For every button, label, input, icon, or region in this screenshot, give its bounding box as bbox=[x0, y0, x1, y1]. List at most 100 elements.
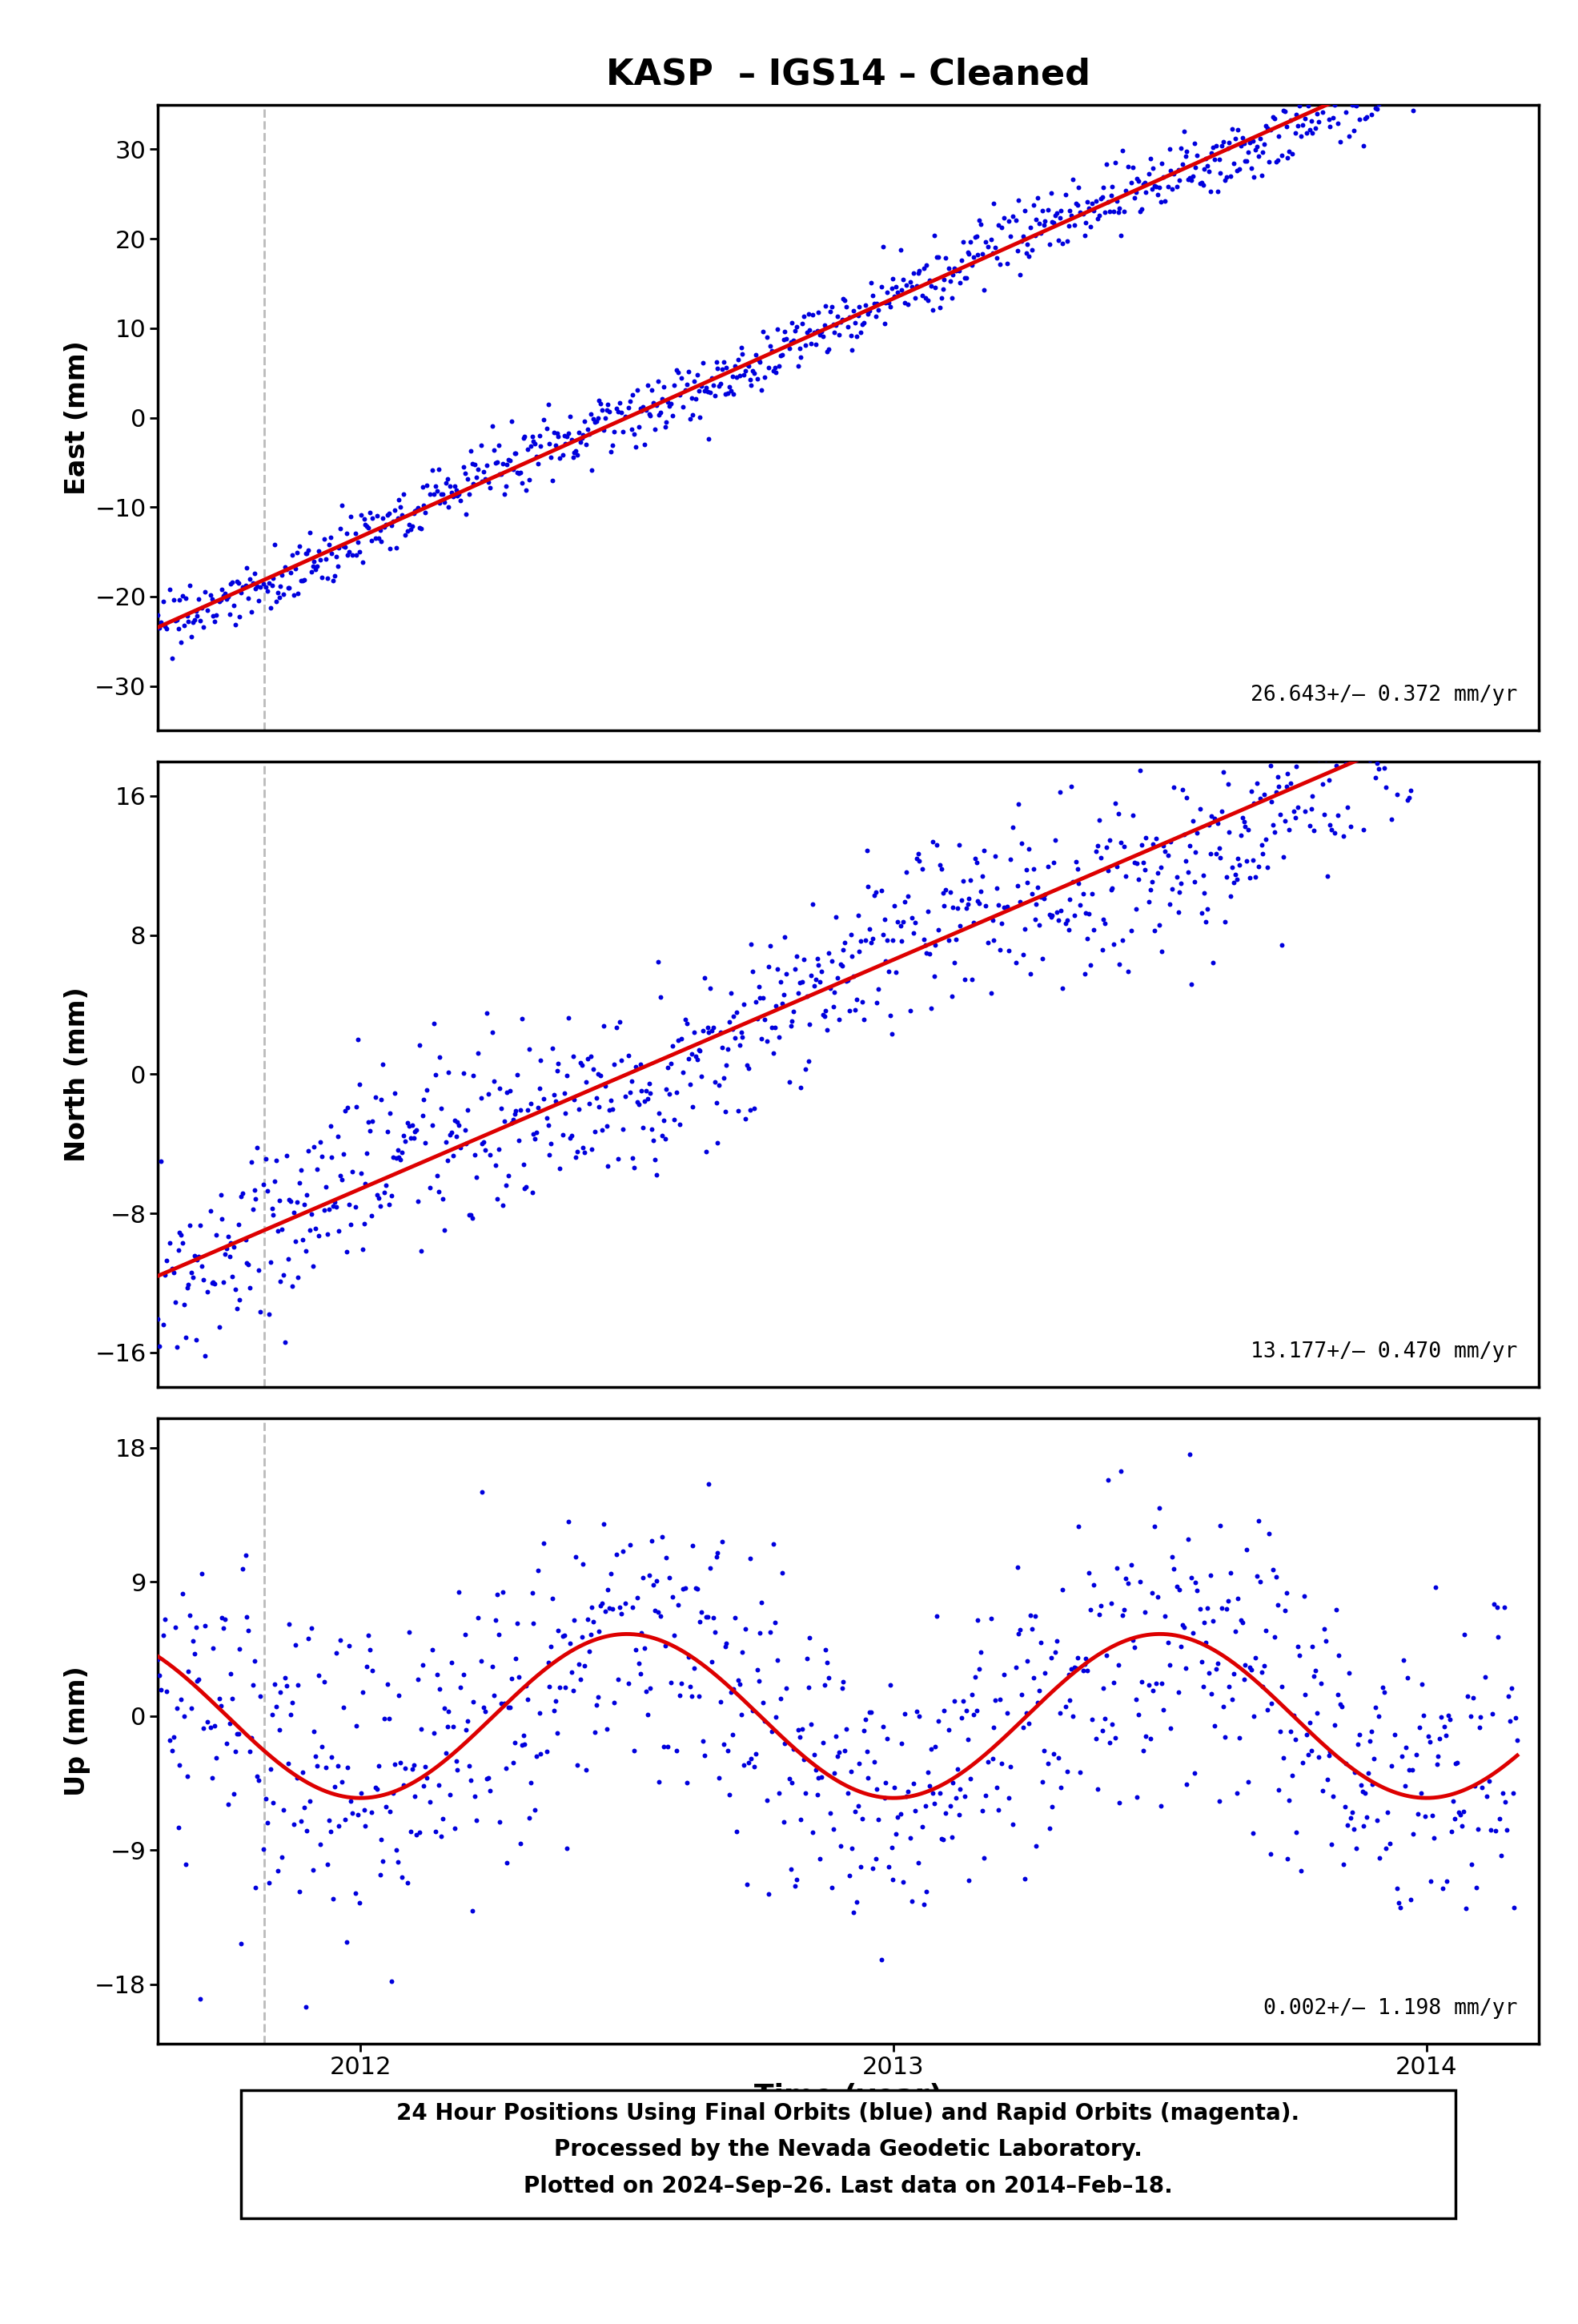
Point bbox=[374, 1666, 399, 1703]
Point bbox=[628, 1655, 653, 1692]
Point bbox=[1379, 72, 1404, 109]
Point bbox=[1266, 1587, 1291, 1624]
Point bbox=[188, 1206, 213, 1243]
Point bbox=[541, 1076, 567, 1113]
Point bbox=[423, 1813, 448, 1850]
Point bbox=[871, 902, 896, 939]
Point bbox=[1303, 109, 1329, 146]
Point bbox=[802, 1736, 827, 1773]
Point bbox=[256, 1297, 281, 1334]
Point bbox=[466, 451, 491, 488]
Point bbox=[1370, 58, 1395, 95]
Point bbox=[185, 597, 210, 634]
Point bbox=[1234, 142, 1259, 179]
Point bbox=[1245, 765, 1270, 802]
Point bbox=[750, 372, 775, 409]
Point bbox=[1207, 139, 1232, 177]
Point bbox=[1220, 112, 1245, 149]
Point bbox=[197, 1708, 222, 1745]
Point bbox=[866, 290, 892, 328]
Point bbox=[1300, 776, 1326, 813]
Point bbox=[619, 1062, 644, 1099]
Point bbox=[791, 1710, 816, 1748]
Point bbox=[705, 1534, 731, 1571]
Point bbox=[832, 281, 857, 318]
Point bbox=[1464, 704, 1490, 741]
Point bbox=[379, 1178, 404, 1215]
Point bbox=[454, 1090, 480, 1127]
Point bbox=[656, 1076, 682, 1113]
Point bbox=[814, 1643, 839, 1680]
Point bbox=[461, 1683, 486, 1720]
Point bbox=[1343, 730, 1368, 767]
Point bbox=[1269, 925, 1294, 962]
Point bbox=[1256, 144, 1281, 181]
Point bbox=[1349, 1773, 1374, 1810]
Point bbox=[852, 286, 877, 323]
Point bbox=[936, 923, 961, 960]
Point bbox=[1461, 1680, 1486, 1717]
Point bbox=[1213, 1590, 1239, 1627]
Point bbox=[208, 581, 234, 618]
Point bbox=[169, 1215, 194, 1253]
Point bbox=[221, 1229, 246, 1267]
Point bbox=[1018, 955, 1043, 992]
Point bbox=[153, 607, 178, 644]
Point bbox=[1321, 100, 1346, 137]
Point bbox=[513, 418, 538, 456]
Point bbox=[216, 1703, 241, 1741]
Point bbox=[235, 1599, 260, 1636]
Point bbox=[396, 1106, 421, 1143]
Point bbox=[417, 476, 442, 514]
Point bbox=[290, 1220, 316, 1257]
Point bbox=[996, 1780, 1021, 1817]
Point bbox=[275, 551, 300, 588]
Y-axis label: Up (mm): Up (mm) bbox=[63, 1666, 90, 1796]
Point bbox=[312, 1192, 338, 1229]
Point bbox=[323, 1634, 349, 1671]
Point bbox=[1193, 902, 1218, 939]
Point bbox=[281, 576, 306, 614]
Point bbox=[860, 277, 885, 314]
Point bbox=[1188, 165, 1213, 202]
Point bbox=[459, 446, 484, 483]
Point bbox=[683, 1569, 709, 1606]
Point bbox=[1147, 1490, 1172, 1527]
Point bbox=[701, 367, 726, 404]
Point bbox=[432, 1690, 458, 1727]
Point bbox=[453, 1615, 478, 1652]
Point bbox=[675, 353, 701, 390]
Point bbox=[163, 1608, 188, 1645]
Point bbox=[300, 548, 325, 586]
Point bbox=[1422, 1820, 1447, 1857]
Point bbox=[1056, 1657, 1081, 1694]
Point bbox=[1165, 858, 1190, 895]
Point bbox=[759, 1009, 784, 1046]
Point bbox=[1166, 892, 1191, 930]
Point bbox=[702, 1064, 727, 1102]
Point bbox=[641, 383, 666, 421]
Point bbox=[638, 397, 663, 435]
Point bbox=[581, 1050, 606, 1088]
Point bbox=[865, 286, 890, 323]
Point bbox=[1460, 1845, 1485, 1882]
Point bbox=[1483, 30, 1509, 67]
Point bbox=[497, 1690, 522, 1727]
Point bbox=[445, 1104, 470, 1141]
Point bbox=[1400, 1752, 1425, 1789]
Point bbox=[1308, 1664, 1333, 1701]
Point bbox=[267, 1183, 292, 1220]
Point bbox=[1040, 205, 1065, 242]
Point bbox=[1008, 1611, 1034, 1648]
Point bbox=[1108, 823, 1133, 860]
Point bbox=[899, 899, 925, 937]
Point bbox=[811, 1666, 836, 1703]
Point bbox=[513, 1169, 538, 1206]
Point bbox=[641, 1122, 666, 1160]
Point bbox=[235, 548, 260, 586]
Point bbox=[508, 453, 533, 490]
Point bbox=[1278, 102, 1303, 139]
Point bbox=[166, 611, 191, 648]
Point bbox=[792, 328, 817, 365]
Point bbox=[622, 416, 647, 453]
